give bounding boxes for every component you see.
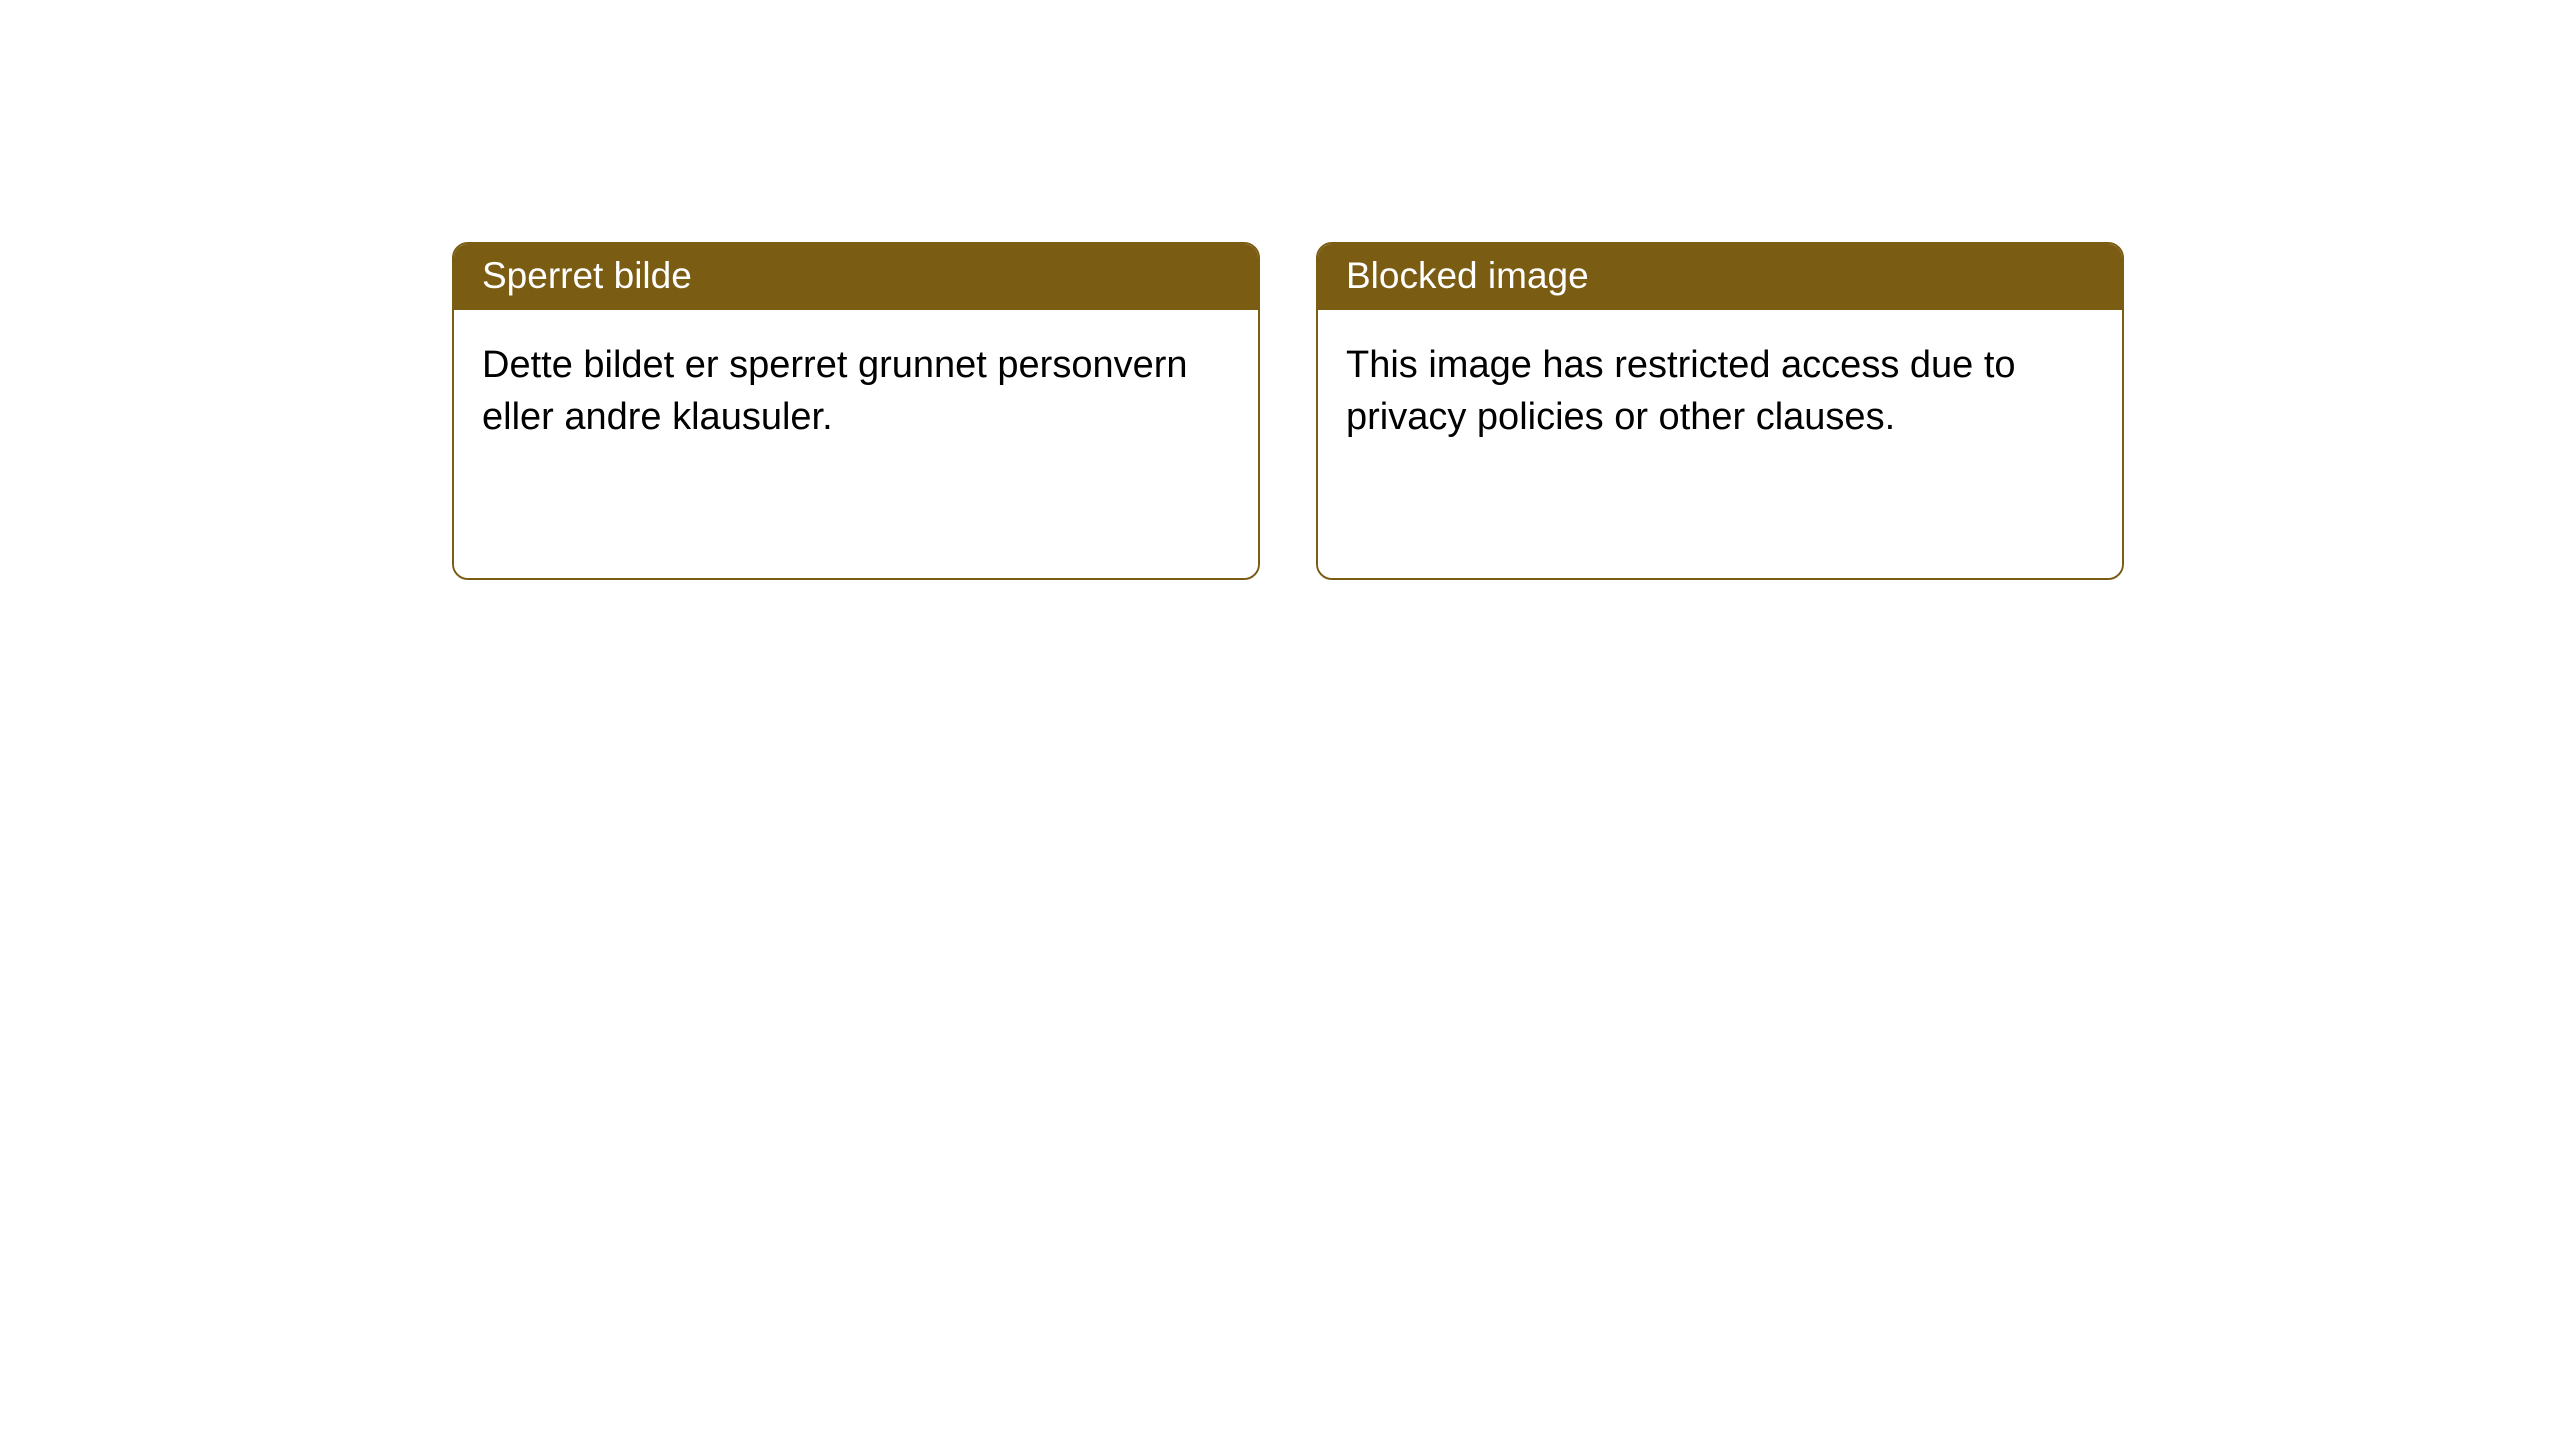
- notice-card-norwegian: Sperret bilde Dette bildet er sperret gr…: [452, 242, 1260, 580]
- notice-card-title: Blocked image: [1318, 244, 2122, 310]
- notice-card-body: Dette bildet er sperret grunnet personve…: [454, 310, 1258, 578]
- notice-card-body: This image has restricted access due to …: [1318, 310, 2122, 578]
- notice-card-english: Blocked image This image has restricted …: [1316, 242, 2124, 580]
- notice-container: Sperret bilde Dette bildet er sperret gr…: [0, 0, 2560, 580]
- notice-card-title: Sperret bilde: [454, 244, 1258, 310]
